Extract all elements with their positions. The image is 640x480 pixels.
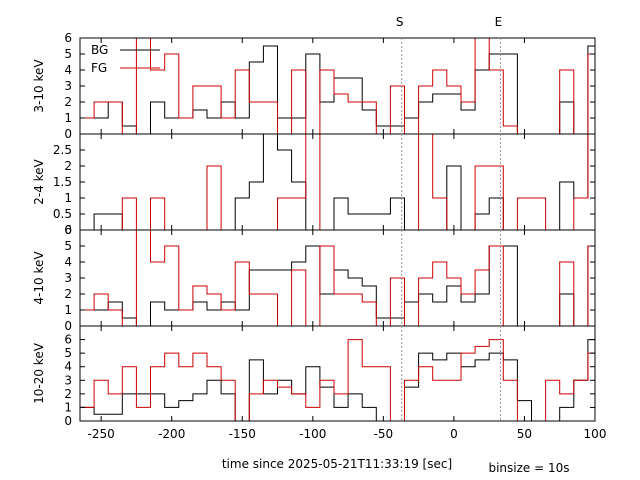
y-tick-label: 5: [64, 47, 72, 61]
y-tick-label: 4: [64, 360, 72, 374]
x-tick-label: -150: [229, 427, 256, 441]
y-tick-label: 1: [64, 303, 72, 317]
y-tick-label: 2: [64, 387, 72, 401]
x-axis-label: time since 2025-05-21T11:33:19 [sec]: [222, 457, 452, 471]
y-tick-label: 0: [64, 319, 72, 333]
y-axis-label: 3-10 keV: [32, 59, 46, 113]
y-tick-label: 4: [64, 63, 72, 77]
y-axis-label: 2-4 keV: [32, 158, 46, 204]
y-tick-label: 3: [64, 373, 72, 387]
y-tick-label: 6: [64, 31, 72, 45]
y-tick-label: 3: [64, 271, 72, 285]
legend: BG FG: [91, 43, 160, 75]
x-tick-label: -50: [374, 427, 394, 441]
y-tick-label: 0.5: [53, 207, 72, 221]
y-axis-label: 4-10 keV: [32, 251, 46, 305]
legend-label-fg: FG: [91, 61, 107, 75]
y-tick-label: 2: [64, 287, 72, 301]
y-tick-label: 0: [64, 223, 72, 237]
y-tick-label: 2.5: [53, 143, 72, 157]
y-tick-label: 5: [64, 239, 72, 253]
marker-label-s: S: [396, 15, 404, 29]
y-axis-label: 10-20 keV: [32, 342, 46, 404]
panel-1: 0 1 2 3 4 5 6 3-10 keV: [32, 31, 596, 141]
marker-label-e: E: [495, 15, 503, 29]
y-tick-label: 2: [64, 95, 72, 109]
legend-label-bg: BG: [91, 43, 108, 57]
y-tick-label: 4: [64, 255, 72, 269]
x-tick-label: -200: [158, 427, 185, 441]
series-fg-panel-3: [80, 230, 595, 326]
y-tick-label: 0: [64, 414, 72, 428]
y-tick-label: 6: [64, 223, 72, 237]
x-tick-label: 0: [450, 427, 458, 441]
x-tick-label: 50: [517, 427, 532, 441]
y-tick-label: 1: [64, 191, 72, 205]
y-tick-label: 6: [64, 333, 72, 347]
binsize-note: binsize = 10s: [488, 461, 569, 475]
y-tick-label: 3: [64, 79, 72, 93]
series-fg-panel-2: [80, 134, 595, 230]
panel-3: 0 1 2 3 4 5 6 4-10 keV: [32, 223, 596, 333]
x-tick-label: -250: [88, 427, 115, 441]
y-tick-label: 2: [64, 159, 72, 173]
panel-frame: [79, 325, 596, 422]
y-tick-label: 0: [64, 127, 72, 141]
series-fg-panel-4: [80, 339, 595, 421]
series-bg-panel-4: [80, 339, 595, 421]
y-tick-label: 1.5: [53, 175, 72, 189]
y-tick-label: 1: [64, 400, 72, 414]
series-bg-panel-1: [80, 45, 595, 134]
series-bg-panel-2: [80, 134, 595, 230]
series-fg-panel-1: [80, 38, 595, 134]
y-tick-label: 1: [64, 111, 72, 125]
y-tick-label: 5: [64, 346, 72, 360]
x-tick-label: -100: [299, 427, 326, 441]
panel-2: 0 0.5 1 1.5 2 2.5 2-4 keV: [32, 133, 596, 237]
series-bg-panel-3: [80, 245, 595, 326]
x-tick-label: 100: [584, 427, 607, 441]
